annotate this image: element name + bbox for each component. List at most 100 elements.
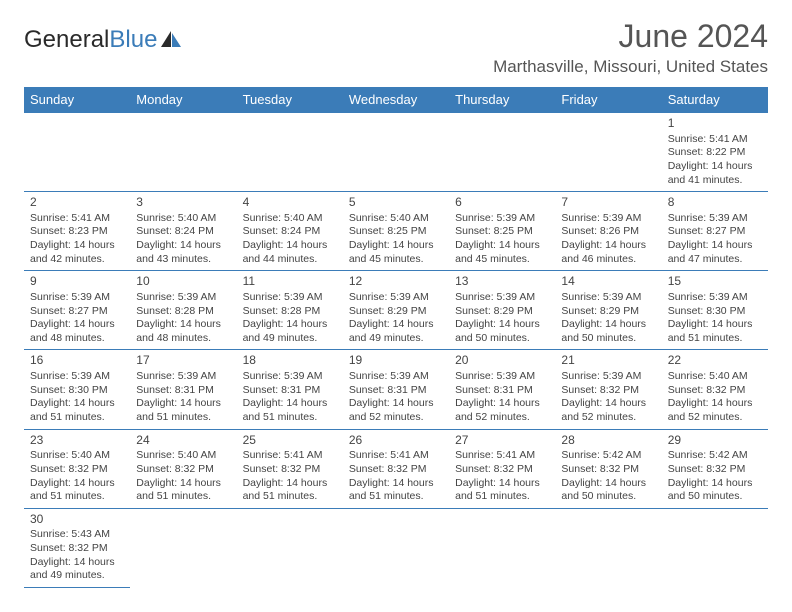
daylight-text: and 49 minutes. — [243, 332, 337, 346]
daylight-text: Daylight: 14 hours — [243, 477, 337, 491]
daylight-text: and 51 minutes. — [668, 332, 762, 346]
day-number: 13 — [455, 274, 549, 290]
daylight-text: and 48 minutes. — [136, 332, 230, 346]
daylight-text: Daylight: 14 hours — [349, 477, 443, 491]
day-header: Wednesday — [343, 87, 449, 113]
calendar-cell: 10Sunrise: 5:39 AMSunset: 8:28 PMDayligh… — [130, 271, 236, 350]
day-number: 20 — [455, 353, 549, 369]
sunset-text: Sunset: 8:29 PM — [349, 305, 443, 319]
sunset-text: Sunset: 8:25 PM — [455, 225, 549, 239]
sunrise-text: Sunrise: 5:39 AM — [561, 370, 655, 384]
daylight-text: and 50 minutes. — [668, 490, 762, 504]
daylight-text: Daylight: 14 hours — [30, 477, 124, 491]
sunset-text: Sunset: 8:27 PM — [30, 305, 124, 319]
title-block: June 2024 Marthasville, Missouri, United… — [493, 18, 768, 77]
day-number: 28 — [561, 433, 655, 449]
sunrise-text: Sunrise: 5:42 AM — [668, 449, 762, 463]
daylight-text: Daylight: 14 hours — [30, 556, 124, 570]
calendar-cell: 27Sunrise: 5:41 AMSunset: 8:32 PMDayligh… — [449, 429, 555, 508]
day-number: 6 — [455, 195, 549, 211]
sunset-text: Sunset: 8:23 PM — [30, 225, 124, 239]
calendar-table: Sunday Monday Tuesday Wednesday Thursday… — [24, 87, 768, 588]
daylight-text: and 51 minutes. — [243, 411, 337, 425]
calendar-cell: 29Sunrise: 5:42 AMSunset: 8:32 PMDayligh… — [662, 429, 768, 508]
sunrise-text: Sunrise: 5:43 AM — [30, 528, 124, 542]
sunrise-text: Sunrise: 5:42 AM — [561, 449, 655, 463]
calendar-cell — [237, 508, 343, 587]
sunrise-text: Sunrise: 5:41 AM — [668, 133, 762, 147]
daylight-text: Daylight: 14 hours — [349, 397, 443, 411]
day-number: 30 — [30, 512, 124, 528]
day-number: 1 — [668, 116, 762, 132]
calendar-cell: 14Sunrise: 5:39 AMSunset: 8:29 PMDayligh… — [555, 271, 661, 350]
day-header: Saturday — [662, 87, 768, 113]
daylight-text: and 43 minutes. — [136, 253, 230, 267]
day-number: 10 — [136, 274, 230, 290]
sunrise-text: Sunrise: 5:39 AM — [30, 291, 124, 305]
day-number: 29 — [668, 433, 762, 449]
day-number: 19 — [349, 353, 443, 369]
day-header: Tuesday — [237, 87, 343, 113]
sunrise-text: Sunrise: 5:39 AM — [455, 291, 549, 305]
calendar-cell: 18Sunrise: 5:39 AMSunset: 8:31 PMDayligh… — [237, 350, 343, 429]
sunset-text: Sunset: 8:31 PM — [243, 384, 337, 398]
day-number: 2 — [30, 195, 124, 211]
daylight-text: and 47 minutes. — [668, 253, 762, 267]
daylight-text: and 52 minutes. — [349, 411, 443, 425]
daylight-text: Daylight: 14 hours — [455, 239, 549, 253]
sunrise-text: Sunrise: 5:39 AM — [349, 370, 443, 384]
calendar-cell — [343, 508, 449, 587]
daylight-text: and 41 minutes. — [668, 174, 762, 188]
sunset-text: Sunset: 8:26 PM — [561, 225, 655, 239]
sunset-text: Sunset: 8:32 PM — [136, 463, 230, 477]
day-header: Thursday — [449, 87, 555, 113]
daylight-text: Daylight: 14 hours — [243, 318, 337, 332]
sunrise-text: Sunrise: 5:41 AM — [455, 449, 549, 463]
sunset-text: Sunset: 8:28 PM — [243, 305, 337, 319]
day-header: Monday — [130, 87, 236, 113]
sunset-text: Sunset: 8:24 PM — [136, 225, 230, 239]
sunset-text: Sunset: 8:30 PM — [30, 384, 124, 398]
day-number: 3 — [136, 195, 230, 211]
daylight-text: and 52 minutes. — [561, 411, 655, 425]
sunset-text: Sunset: 8:29 PM — [455, 305, 549, 319]
sunset-text: Sunset: 8:29 PM — [561, 305, 655, 319]
daylight-text: Daylight: 14 hours — [349, 239, 443, 253]
sunset-text: Sunset: 8:31 PM — [349, 384, 443, 398]
daylight-text: Daylight: 14 hours — [455, 318, 549, 332]
sunrise-text: Sunrise: 5:39 AM — [30, 370, 124, 384]
logo-sail-icon — [159, 29, 183, 49]
day-number: 5 — [349, 195, 443, 211]
sunset-text: Sunset: 8:32 PM — [668, 463, 762, 477]
sunset-text: Sunset: 8:32 PM — [668, 384, 762, 398]
day-number: 27 — [455, 433, 549, 449]
daylight-text: Daylight: 14 hours — [668, 160, 762, 174]
daylight-text: and 48 minutes. — [30, 332, 124, 346]
daylight-text: Daylight: 14 hours — [136, 477, 230, 491]
daylight-text: and 45 minutes. — [455, 253, 549, 267]
day-number: 7 — [561, 195, 655, 211]
sunrise-text: Sunrise: 5:41 AM — [349, 449, 443, 463]
day-number: 24 — [136, 433, 230, 449]
calendar-cell: 6Sunrise: 5:39 AMSunset: 8:25 PMDaylight… — [449, 192, 555, 271]
daylight-text: Daylight: 14 hours — [136, 318, 230, 332]
daylight-text: Daylight: 14 hours — [243, 397, 337, 411]
daylight-text: Daylight: 14 hours — [30, 397, 124, 411]
calendar-cell: 9Sunrise: 5:39 AMSunset: 8:27 PMDaylight… — [24, 271, 130, 350]
calendar-cell: 13Sunrise: 5:39 AMSunset: 8:29 PMDayligh… — [449, 271, 555, 350]
logo-text-dark: General — [24, 26, 109, 54]
daylight-text: Daylight: 14 hours — [668, 477, 762, 491]
sunrise-text: Sunrise: 5:41 AM — [243, 449, 337, 463]
day-header-row: Sunday Monday Tuesday Wednesday Thursday… — [24, 87, 768, 113]
calendar-cell — [237, 113, 343, 192]
daylight-text: and 51 minutes. — [243, 490, 337, 504]
day-header: Sunday — [24, 87, 130, 113]
calendar-cell: 7Sunrise: 5:39 AMSunset: 8:26 PMDaylight… — [555, 192, 661, 271]
sunrise-text: Sunrise: 5:39 AM — [349, 291, 443, 305]
daylight-text: and 51 minutes. — [455, 490, 549, 504]
daylight-text: and 44 minutes. — [243, 253, 337, 267]
sunrise-text: Sunrise: 5:40 AM — [668, 370, 762, 384]
daylight-text: and 50 minutes. — [561, 490, 655, 504]
day-number: 15 — [668, 274, 762, 290]
sunset-text: Sunset: 8:32 PM — [561, 384, 655, 398]
